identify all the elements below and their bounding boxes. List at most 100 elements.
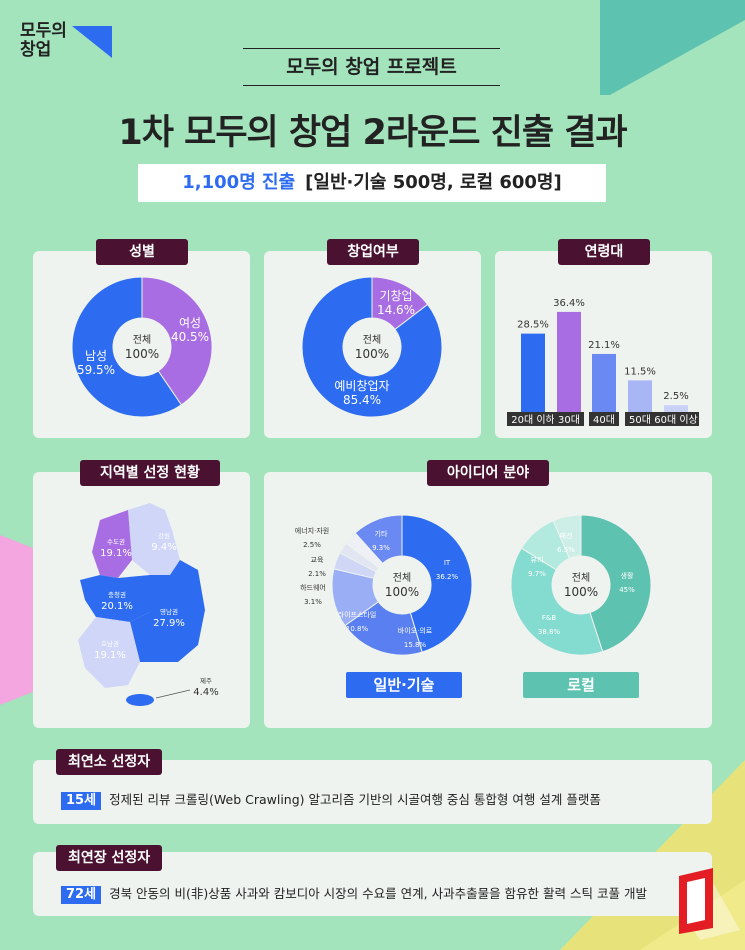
idea-general-label-1: 바이오·의료: [398, 626, 433, 635]
idea-general-label-4: 교육: [311, 556, 324, 564]
startup-center-value: 100%: [355, 347, 389, 361]
age-tick-bg-4: [653, 412, 699, 426]
map-region-value-5: 4.4%: [193, 687, 218, 698]
map-region-name-1: 강원: [158, 531, 170, 540]
map-region-name-4: 호남권: [101, 639, 119, 648]
idea-general-label-5: 에너지·자원: [295, 526, 329, 535]
summary-detail: [일반·기술 500명, 로컬 600명]: [305, 172, 562, 193]
subtitle: 모두의 창업 프로젝트: [243, 48, 500, 86]
idea-general-value-5: 2.5%: [303, 541, 321, 549]
map-region-name-2: 충청권: [108, 590, 126, 599]
age-bar-3: [628, 380, 652, 412]
idea-general-value-6: 9.3%: [372, 544, 390, 552]
idea-general-value-0: 36.2%: [436, 573, 459, 581]
age-bar-value-3: 11.5%: [624, 366, 656, 377]
startup-label-0: 기창업: [379, 289, 412, 303]
summary-highlight: 1,100명 진출: [182, 172, 296, 193]
age-tick-4: 60대 이상: [654, 414, 698, 426]
age-tick-bg-1: [554, 412, 584, 426]
region-tag: 지역별 선정 현황: [80, 460, 220, 486]
gender-value-0: 40.5%: [171, 330, 209, 344]
idea-local-value-2: 9.7%: [528, 570, 546, 578]
startup-value-0: 14.6%: [377, 303, 415, 317]
gender-tag: 성별: [96, 239, 188, 265]
gender-label-0: 여성: [179, 316, 201, 330]
startup-center-label: 전체: [363, 334, 381, 346]
map-region-name-5: 제주: [200, 677, 212, 685]
idea-local-slice-3: [552, 514, 582, 560]
map-region-name-3: 영남권: [160, 607, 178, 616]
gender-center-value: 100%: [125, 347, 159, 361]
age-tick-bg-0: [507, 412, 559, 426]
age-tick-2: 40대: [593, 414, 615, 426]
logo-triangle-icon: [72, 26, 112, 58]
idea-local-label-0: 생활: [621, 571, 634, 580]
idea-local-slice-1: [510, 547, 604, 656]
idea-general-center-label: 전체: [393, 572, 411, 584]
age-tick-bg-3: [625, 412, 655, 426]
idea-local-value-1: 38.8%: [538, 628, 561, 636]
idea-general-value-3: 3.1%: [304, 598, 322, 606]
age-tick-3: 50대: [629, 414, 651, 426]
gender-label-1: 남성: [85, 349, 107, 363]
idea-local-center-label: 전체: [572, 572, 590, 584]
general-tech-pill: 일반·기술: [346, 672, 462, 698]
idea-local-value-0: 45%: [619, 586, 635, 594]
age-bar-value-0: 28.5%: [517, 320, 549, 331]
map-region-name-0: 수도권: [107, 538, 125, 546]
age-bar-value-4: 2.5%: [663, 391, 688, 402]
startup-value-1: 85.4%: [343, 393, 381, 407]
oldest-text: 경북 안동의 비(非)상품 사과와 캄보디아 시장의 수요를 연계, 사과추출물…: [109, 886, 647, 901]
idea-general-label-6: 기타: [375, 529, 388, 538]
startup-label-1: 예비창업자: [334, 379, 389, 393]
local-pill: 로컬: [523, 672, 639, 698]
region-sudogwon: [92, 510, 132, 578]
startup-slice-1: [301, 276, 443, 418]
youngest-text: 정제된 리뷰 크롤링(Web Crawling) 알고리즘 기반의 시골여행 중…: [109, 792, 601, 807]
oldest-age: 72세: [61, 886, 102, 904]
gender-slice-1: [71, 276, 183, 418]
youngest-age: 15세: [61, 792, 102, 810]
age-tick-1: 30대: [558, 414, 580, 426]
age-bar-0: [521, 333, 545, 412]
summary-box: 1,100명 진출 [일반·기술 500명, 로컬 600명]: [138, 164, 606, 202]
age-bar-1: [557, 311, 581, 412]
map-region-value-4: 19.1%: [94, 650, 126, 661]
region-jeju: [126, 694, 154, 706]
map-region-value-1: 9.4%: [151, 542, 176, 553]
map-region-value-2: 20.1%: [101, 601, 133, 612]
idea-local-slice-0: [580, 514, 652, 653]
jeju-leader-line: [155, 689, 191, 699]
idea-local-center-value: 100%: [564, 585, 598, 599]
idea-general-slice-6: [354, 514, 403, 565]
idea-general-slice-0: [401, 514, 473, 653]
map-region-value-3: 27.9%: [153, 618, 185, 629]
idea-general-label-2: 라이프스타일: [338, 610, 377, 619]
idea-tag: 아이디어 분야: [427, 460, 549, 486]
map-region-value-0: 19.1%: [100, 548, 132, 559]
gender-value-1: 59.5%: [77, 363, 115, 377]
logo-line1: 모두의: [20, 21, 67, 41]
idea-general-label-0: IT: [444, 559, 451, 567]
age-bar-value-2: 21.1%: [588, 340, 620, 351]
idea-general-value-2: 10.8%: [346, 625, 369, 633]
age-bar-4: [664, 405, 688, 412]
age-bar-2: [592, 353, 616, 412]
idea-local-label-3: 패션: [560, 531, 573, 540]
gender-slice-0: [141, 276, 213, 406]
region-yeongnam: [130, 560, 205, 662]
region-gangwon: [128, 503, 180, 575]
idea-general-center-value: 100%: [385, 585, 419, 599]
publisher-logo: [679, 868, 713, 934]
age-tick-0: 20대 이하: [511, 413, 555, 426]
age-bar-value-1: 36.4%: [553, 298, 585, 309]
idea-general-value-1: 15.8%: [404, 641, 427, 649]
region-honam: [78, 617, 140, 688]
oldest-tag: 최연장 선정자: [56, 845, 163, 871]
region-chungcheong: [80, 575, 150, 622]
logo-line2: 창업: [20, 40, 52, 60]
youngest-row: 15세 정제된 리뷰 크롤링(Web Crawling) 알고리즘 기반의 시골여…: [61, 791, 601, 810]
age-tick-bg-2: [589, 412, 619, 426]
